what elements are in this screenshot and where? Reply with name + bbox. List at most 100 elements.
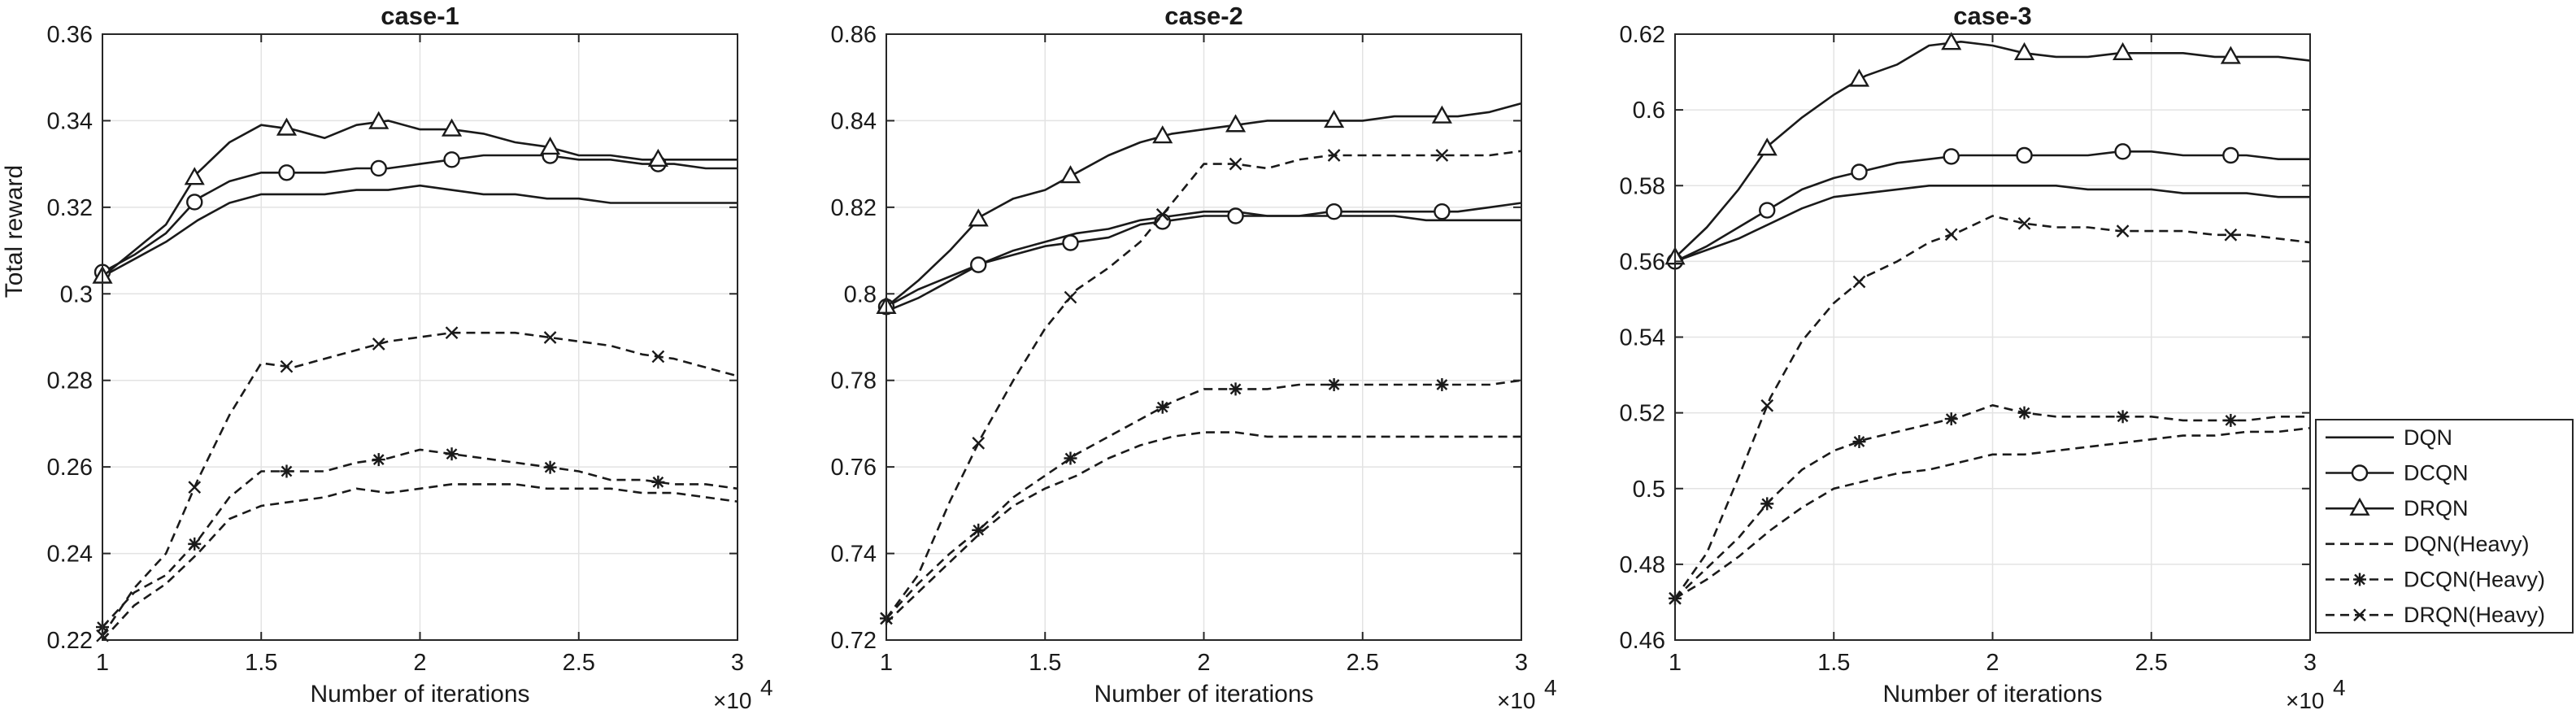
x-tick-label: 2 (1197, 650, 1210, 676)
marker-asterisk (188, 537, 202, 551)
marker-asterisk (1064, 451, 1077, 465)
x-tick-label: 2 (1986, 650, 1999, 676)
series-group (1664, 32, 2311, 605)
marker-asterisk (972, 523, 986, 537)
marker-cross (1760, 399, 1774, 412)
marker-asterisk (1944, 412, 1958, 426)
x-tick-label: 1 (96, 650, 109, 676)
panel-title: case-3 (1953, 2, 2032, 30)
x-multiplier-exponent: 4 (760, 675, 773, 700)
marker-cross (1852, 275, 1866, 289)
marker-cross (1155, 208, 1169, 221)
marker-cross (2116, 224, 2130, 237)
y-axis-label: Total reward (1, 165, 28, 298)
marker-asterisk (651, 475, 665, 489)
marker-cross (372, 338, 385, 351)
marker-asterisk (1155, 400, 1169, 414)
legend-item: DCQN(Heavy) (2326, 568, 2545, 592)
y-tick-label: 0.6 (1633, 98, 1665, 124)
marker-asterisk (2116, 410, 2130, 424)
series-line-dcqnheavy (1674, 403, 2310, 599)
marker-cross (1944, 228, 1958, 242)
marker-triangle (1941, 32, 1962, 50)
y-tick-label: 0.84 (831, 108, 877, 134)
marker-triangle (184, 167, 205, 185)
panel-1: 1 1.5 2 2.5 3 0.22 0.24 0.26 0.28 0.3 0.32 0.34 0.36… (1, 2, 773, 713)
marker-circle (1943, 148, 1960, 165)
x-tick-label: 1.5 (1029, 650, 1061, 676)
marker-triangle (647, 148, 668, 168)
legend-marker-cross (2353, 608, 2366, 622)
y-tick-label: 0.78 (831, 368, 877, 394)
y-tick-label: 0.36 (47, 22, 93, 48)
panel-title: case-2 (1164, 2, 1243, 30)
marker-triangle (2113, 41, 2134, 60)
y-tick-label: 0.54 (1620, 325, 1665, 351)
y-tick-label: 0.46 (1620, 628, 1665, 654)
y-tick-label: 0.24 (47, 542, 93, 568)
marker-circle (370, 159, 387, 177)
marker-asterisk (1327, 378, 1341, 392)
series-group (92, 111, 738, 642)
marker-cross (651, 350, 665, 364)
series-line-drqnheavy (101, 331, 738, 637)
y-tick-label: 0.74 (831, 542, 877, 568)
panel-title: case-1 (381, 2, 459, 30)
marker-circle (1434, 203, 1451, 220)
legend: DQN DCQN DRQN DQN(Heavy) DCQN(Heavy) DRQN(Hea… (2315, 419, 2574, 634)
series-line-dqnheavy (102, 483, 738, 641)
marker-cross (1064, 290, 1077, 304)
marker-asterisk (1760, 497, 1774, 511)
legend-item: DQN(Heavy) (2326, 532, 2530, 556)
marker-triangle (1225, 114, 1247, 133)
x-tick-label: 2.5 (2135, 650, 2168, 676)
panel-3: 1 1.5 2 2.5 3 0.46 0.48 0.5 0.52 0.54 0.56 0.58 0.6 0… (1620, 2, 2346, 713)
marker-asterisk (1435, 378, 1449, 392)
legend-label: DQN (2404, 425, 2452, 450)
x-multiplier: ×10 4 (2286, 675, 2346, 713)
y-tick-label: 0.52 (1620, 401, 1665, 427)
marker-circle (443, 151, 460, 168)
marker-asterisk (372, 453, 385, 467)
grid (1674, 33, 2311, 641)
ticks: 1 1.5 2 2.5 3 0.22 0.24 0.26 0.28 0.3 0.32 0.34 0.36 (47, 22, 745, 676)
marker-triangle (2220, 46, 2241, 64)
marker-circle (1062, 234, 1079, 251)
marker-triangle (968, 208, 989, 227)
x-axis-label: Number of iterations (1882, 681, 2102, 708)
x-tick-label: 1.5 (245, 650, 277, 676)
marker-cross (543, 331, 557, 344)
legend-marker-circle (2351, 464, 2369, 481)
marker-asterisk (1852, 435, 1866, 449)
series-line-drqnheavy (1673, 215, 2311, 599)
series-line-dqnheavy (886, 431, 1521, 624)
marker-cross (188, 481, 202, 494)
x-multiplier-base: ×10 (2286, 688, 2325, 713)
marker-cross (2224, 228, 2238, 242)
y-tick-label: 0.32 (47, 195, 93, 221)
marker-circle (186, 194, 203, 211)
x-multiplier: ×10 4 (1497, 675, 1557, 713)
marker-circle (2222, 146, 2239, 164)
grid (102, 33, 738, 641)
series-line-drqn (102, 120, 738, 278)
y-tick-label: 0.56 (1620, 249, 1665, 275)
x-tick-label: 2 (413, 650, 426, 676)
legend-marker-asterisk (2353, 573, 2366, 586)
x-axis-label: Number of iterations (310, 681, 529, 708)
marker-circle (2114, 143, 2131, 160)
legend-label: DQN(Heavy) (2404, 532, 2530, 556)
x-tick-label: 3 (731, 650, 744, 676)
legend-item: DRQN(Heavy) (2326, 603, 2545, 627)
series-line-dcqnheavy (886, 379, 1522, 620)
marker-triangle (1431, 105, 1452, 124)
marker-cross (280, 359, 294, 373)
marker-triangle (1756, 137, 1778, 156)
series-line-dcqn (102, 154, 738, 273)
marker-cross (1229, 157, 1242, 171)
legend-label: DCQN(Heavy) (2404, 568, 2545, 592)
y-tick-label: 0.82 (831, 195, 877, 221)
marker-cross (1327, 149, 1341, 162)
y-tick-label: 0.62 (1620, 22, 1665, 48)
